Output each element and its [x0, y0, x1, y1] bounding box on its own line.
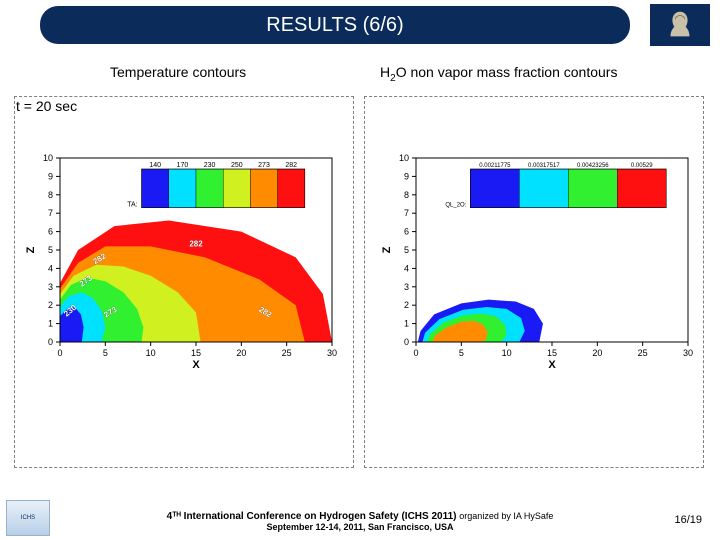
bust-icon [661, 6, 699, 44]
svg-text:2: 2 [404, 300, 409, 310]
svg-text:3: 3 [48, 282, 53, 292]
svg-text:Z: Z [381, 246, 393, 253]
svg-text:5: 5 [103, 348, 108, 358]
header-logo [650, 4, 710, 46]
svg-text:8: 8 [404, 190, 409, 200]
svg-text:10: 10 [43, 153, 53, 163]
svg-text:4: 4 [48, 263, 53, 273]
h2o-contour-chart: 0 5 10 15 20 25 30 0 1 2 3 4 5 6 7 8 9 10 X Z QL_2O: 0.002117… [378, 132, 698, 372]
svg-text:15: 15 [191, 348, 201, 358]
footer-org: organized by IA HySafe [459, 511, 553, 521]
svg-text:0: 0 [413, 348, 418, 358]
svg-text:250: 250 [231, 162, 243, 169]
svg-text:282: 282 [285, 162, 297, 169]
svg-text:170: 170 [177, 162, 189, 169]
svg-text:0.00211775: 0.00211775 [479, 163, 511, 169]
footer: 4ᵀᴴ International Conference on Hydrogen… [0, 511, 720, 532]
svg-text:QL_2O:: QL_2O: [445, 203, 466, 209]
svg-text:30: 30 [683, 348, 693, 358]
svg-text:10: 10 [399, 153, 409, 163]
svg-text:X: X [192, 359, 200, 371]
svg-text:Z: Z [25, 246, 37, 253]
svg-text:25: 25 [638, 348, 648, 358]
footer-main: 4ᵀᴴ International Conference on Hydrogen… [167, 511, 460, 522]
svg-text:5: 5 [459, 348, 464, 358]
svg-text:0: 0 [404, 337, 409, 347]
svg-text:230: 230 [204, 162, 216, 169]
svg-text:6: 6 [404, 227, 409, 237]
svg-text:0.00317517: 0.00317517 [528, 163, 560, 169]
svg-text:273: 273 [258, 162, 270, 169]
footer-sub: September 12-14, 2011, San Francisco, US… [266, 522, 453, 532]
svg-text:0: 0 [57, 348, 62, 358]
svg-text:10: 10 [502, 348, 512, 358]
svg-text:7: 7 [404, 208, 409, 218]
svg-text:9: 9 [48, 171, 53, 181]
temperature-contour-chart: 0 5 10 15 20 25 30 0 1 2 3 4 5 6 7 8 9 10 X Z TA: 140 170 230 25… [22, 132, 342, 372]
svg-text:2: 2 [48, 300, 53, 310]
h2o-h: H [380, 64, 390, 80]
page-number: 16/19 [674, 514, 702, 526]
svg-text:282: 282 [189, 239, 203, 248]
svg-text:25: 25 [282, 348, 292, 358]
svg-text:0.00529: 0.00529 [631, 163, 653, 169]
svg-text:TA:: TA: [127, 202, 137, 209]
h2o-rest: O non vapor mass fraction contours [396, 64, 618, 80]
svg-text:8: 8 [48, 190, 53, 200]
svg-text:5: 5 [404, 245, 409, 255]
svg-text:5: 5 [48, 245, 53, 255]
page-title: RESULTS (6/6) [266, 14, 403, 37]
svg-text:1: 1 [48, 319, 53, 329]
svg-text:0.00423256: 0.00423256 [577, 163, 609, 169]
svg-text:7: 7 [48, 208, 53, 218]
svg-text:20: 20 [236, 348, 246, 358]
svg-text:6: 6 [48, 227, 53, 237]
svg-text:15: 15 [547, 348, 557, 358]
svg-text:140: 140 [149, 162, 161, 169]
svg-text:4: 4 [404, 263, 409, 273]
title-bar: RESULTS (6/6) [40, 6, 630, 44]
svg-text:10: 10 [146, 348, 156, 358]
svg-text:X: X [548, 359, 556, 371]
subtitle-left: Temperature contours [110, 64, 246, 80]
svg-text:0: 0 [48, 337, 53, 347]
svg-text:3: 3 [404, 282, 409, 292]
svg-text:20: 20 [592, 348, 602, 358]
svg-text:9: 9 [404, 171, 409, 181]
svg-text:1: 1 [404, 319, 409, 329]
subtitle-right: H2O non vapor mass fraction contours [380, 64, 617, 84]
svg-text:30: 30 [327, 348, 337, 358]
